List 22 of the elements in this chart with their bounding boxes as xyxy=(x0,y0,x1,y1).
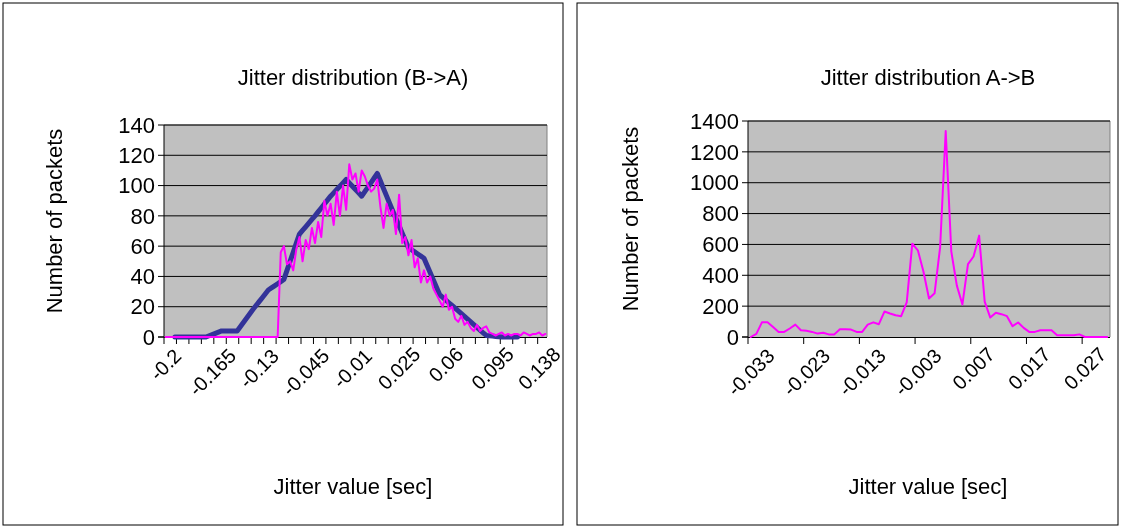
y-tick-label: 200 xyxy=(702,293,739,319)
y-tick-label: 1400 xyxy=(690,108,739,134)
y-tick-label: 140 xyxy=(118,112,155,138)
y-tick-label: 100 xyxy=(118,173,155,199)
y-tick-label: 80 xyxy=(130,203,155,229)
chart-title: Jitter distribution (B->A) xyxy=(237,65,469,90)
x-tick-label: 0.06 xyxy=(424,343,468,387)
y-tick-label: 1200 xyxy=(690,139,739,165)
y-tick-label: 800 xyxy=(702,201,739,227)
y-tick-label: 20 xyxy=(130,294,155,320)
y-tick-label: 120 xyxy=(118,142,155,168)
x-axis-title: Jitter value [sec] xyxy=(273,474,433,499)
y-tick-label: 40 xyxy=(130,264,155,290)
y-axis-title: Number of packets xyxy=(42,128,67,314)
chart-title: Jitter distribution A->B xyxy=(820,65,1036,90)
y-tick-label: 60 xyxy=(130,233,155,259)
y-tick-label: 0 xyxy=(726,324,739,350)
y-tick-label: 600 xyxy=(702,232,739,258)
y-tick-label: 400 xyxy=(702,262,739,288)
y-tick-label: 1000 xyxy=(690,170,739,196)
y-axis-title: Number of packets xyxy=(618,126,643,312)
x-axis-title: Jitter value [sec] xyxy=(848,474,1008,499)
